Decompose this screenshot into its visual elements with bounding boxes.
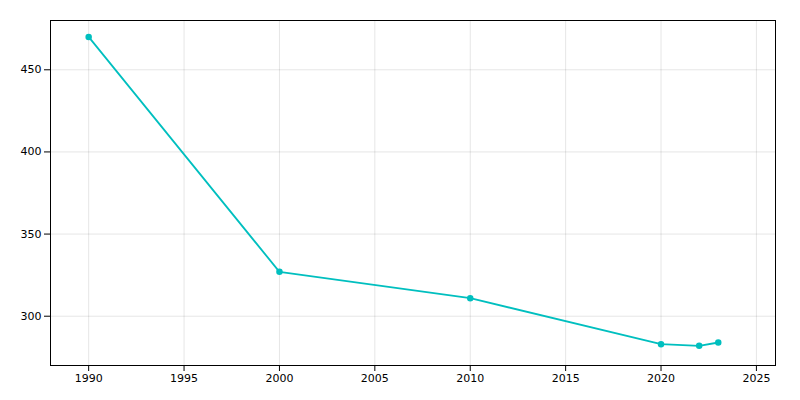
svg-text:2005: 2005 <box>361 372 389 385</box>
svg-text:350: 350 <box>21 228 42 241</box>
svg-text:1995: 1995 <box>170 372 198 385</box>
svg-text:400: 400 <box>21 145 42 158</box>
svg-text:450: 450 <box>21 63 42 76</box>
svg-text:2000: 2000 <box>265 372 293 385</box>
svg-text:2020: 2020 <box>647 372 675 385</box>
svg-text:2025: 2025 <box>742 372 770 385</box>
svg-text:2010: 2010 <box>456 372 484 385</box>
svg-text:300: 300 <box>21 310 42 323</box>
svg-text:2015: 2015 <box>552 372 580 385</box>
svg-text:1990: 1990 <box>75 372 103 385</box>
